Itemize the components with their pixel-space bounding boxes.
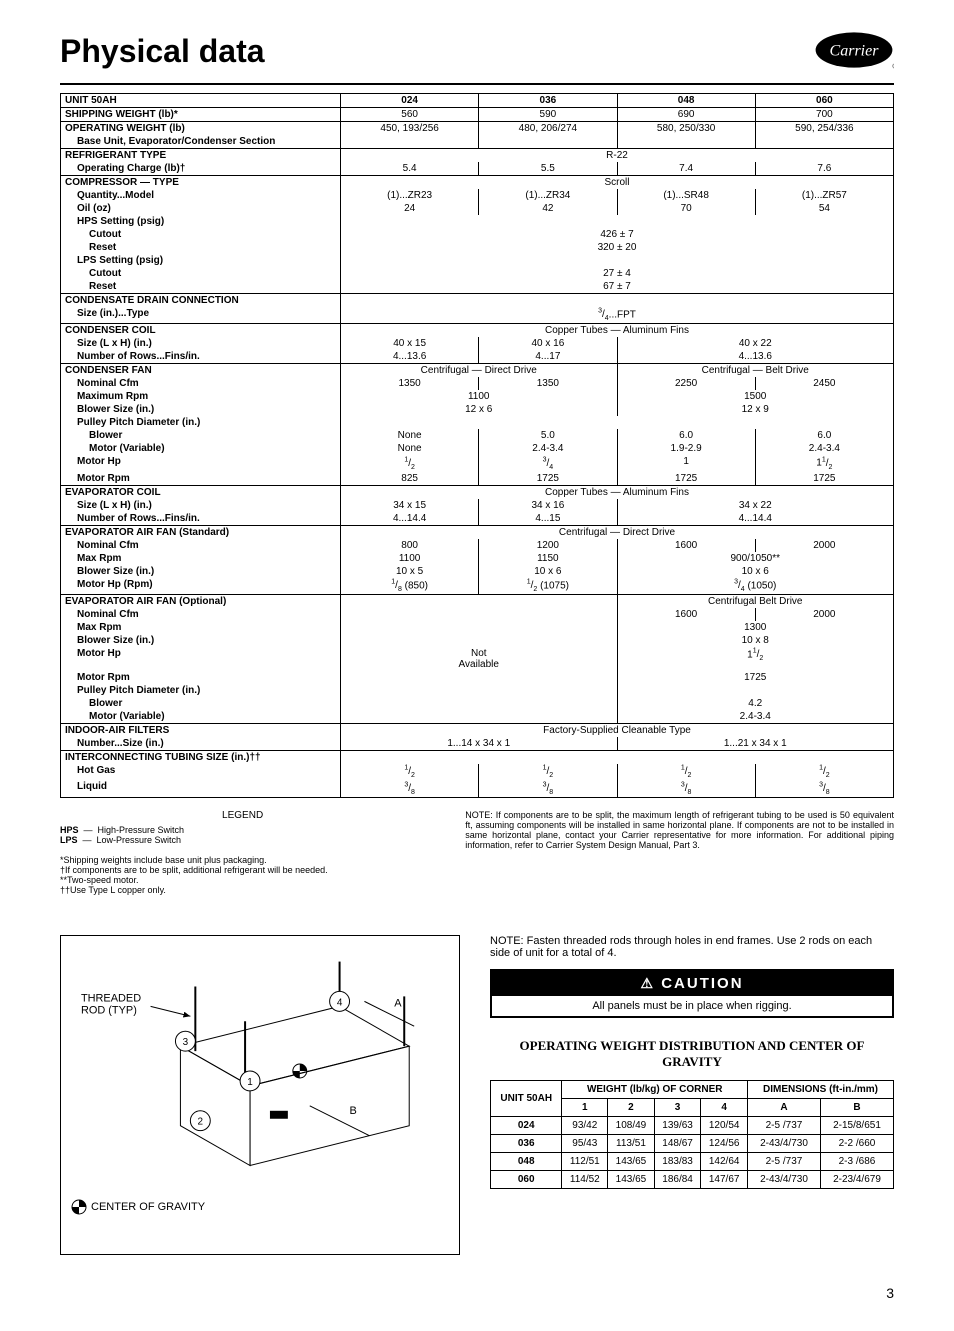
svg-text:Carrier: Carrier [830, 43, 880, 60]
svg-text:THREADED: THREADED [81, 992, 141, 1004]
svg-text:2: 2 [198, 1116, 204, 1127]
svg-text:3: 3 [183, 1037, 189, 1048]
svg-text:ROD (TYP): ROD (TYP) [81, 1004, 137, 1016]
cog-table: UNIT 50AH WEIGHT (lb/kg) OF CORNER DIMEN… [490, 1080, 894, 1189]
rigging-diagram: THREADED ROD (TYP) 3 4 1 2 [60, 935, 460, 1255]
svg-text:4: 4 [337, 997, 343, 1008]
page-title: Physical data [60, 33, 265, 70]
svg-text:A: A [394, 997, 402, 1009]
rigging-note: NOTE: Fasten threaded rods through holes… [490, 935, 894, 959]
owd-title: OPERATING WEIGHT DISTRIBUTION AND CENTER… [490, 1038, 894, 1070]
legend-section: LEGEND HPS — High-Pressure Switch LPS — … [60, 810, 894, 895]
caution-box: ⚠ CAUTION All panels must be in place wh… [490, 969, 894, 1018]
carrier-logo: Carrier ® [814, 30, 894, 73]
svg-text:B: B [350, 1104, 357, 1116]
svg-text:®: ® [892, 62, 894, 70]
spec-table: UNIT 50AH 024 036 048 060 SHIPPING WEIGH… [60, 93, 894, 798]
page-number: 3 [60, 1285, 894, 1301]
svg-text:1: 1 [247, 1077, 253, 1088]
